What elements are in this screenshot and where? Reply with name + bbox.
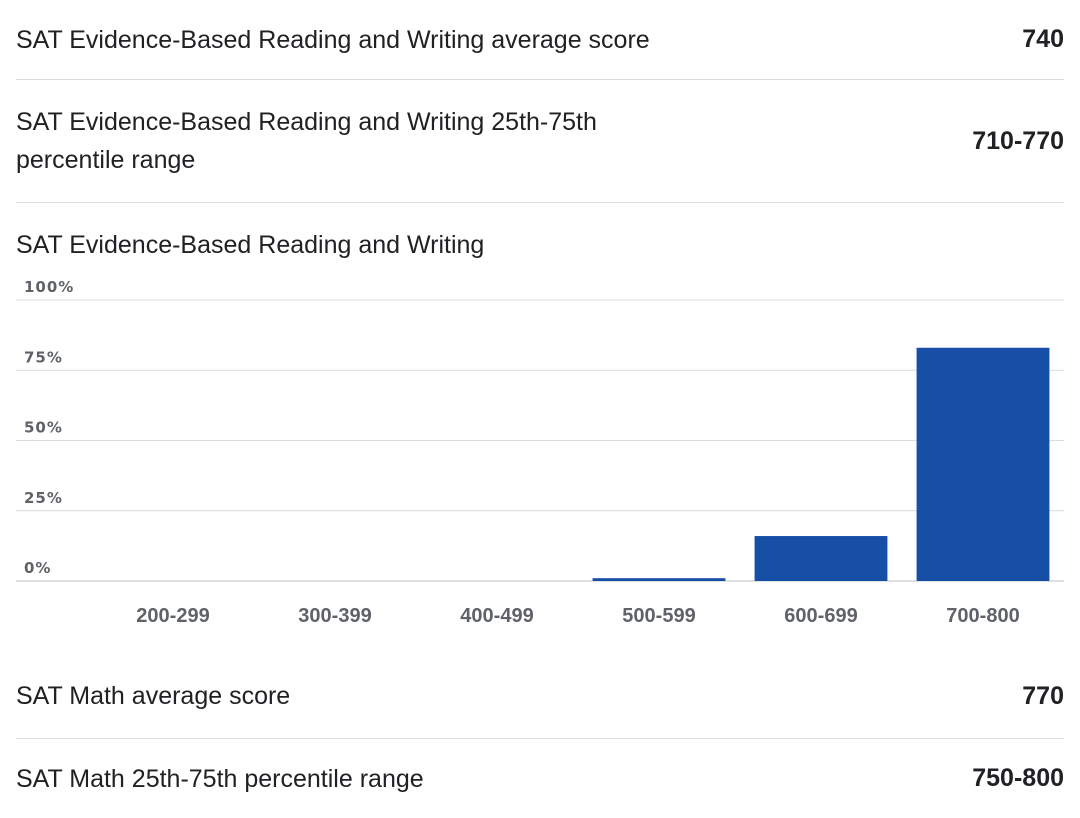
math-average-row: SAT Math average score 770 <box>16 654 1064 739</box>
y-tick-label: 0% <box>24 559 51 577</box>
erw-range-row: SAT Evidence-Based Reading and Writing 2… <box>16 80 1064 203</box>
erw-average-value: 740 <box>1022 25 1064 53</box>
y-tick-label: 100% <box>24 278 74 296</box>
y-tick-label: 75% <box>24 348 63 366</box>
bar <box>916 347 1050 581</box>
math-average-value: 770 <box>1022 681 1064 710</box>
x-tick-label: 400-499 <box>460 605 533 627</box>
math-range-row: SAT Math 25th-75th percentile range 750-… <box>16 739 1064 818</box>
x-tick-label: 200-299 <box>136 605 209 627</box>
erw-score-distribution-chart: 0% 25% 50% 75% 100% 200-299 300-399 400-499 500-… <box>16 278 1064 627</box>
x-tick-label: 300-399 <box>298 605 371 627</box>
math-average-label: SAT Math average score <box>16 682 291 710</box>
x-tick-label: 700-800 <box>946 605 1019 627</box>
erw-average-row: SAT Evidence-Based Reading and Writing a… <box>16 0 1064 80</box>
chart-title: SAT Evidence-Based Reading and Writing <box>16 231 485 259</box>
x-tick-label: 600-699 <box>784 605 857 627</box>
math-range-label: SAT Math 25th-75th percentile range <box>16 764 424 793</box>
y-tick-label: 50% <box>24 419 63 437</box>
bar <box>754 536 888 581</box>
math-range-value: 750-800 <box>972 764 1064 792</box>
erw-range-label: SAT Evidence-Based Reading and Writing 2… <box>16 108 597 174</box>
y-tick-label: 25% <box>24 489 63 507</box>
erw-average-label: SAT Evidence-Based Reading and Writing a… <box>16 25 650 54</box>
erw-range-value: 710-770 <box>972 126 1064 155</box>
bar <box>592 578 726 581</box>
x-tick-label: 500-599 <box>622 605 695 627</box>
